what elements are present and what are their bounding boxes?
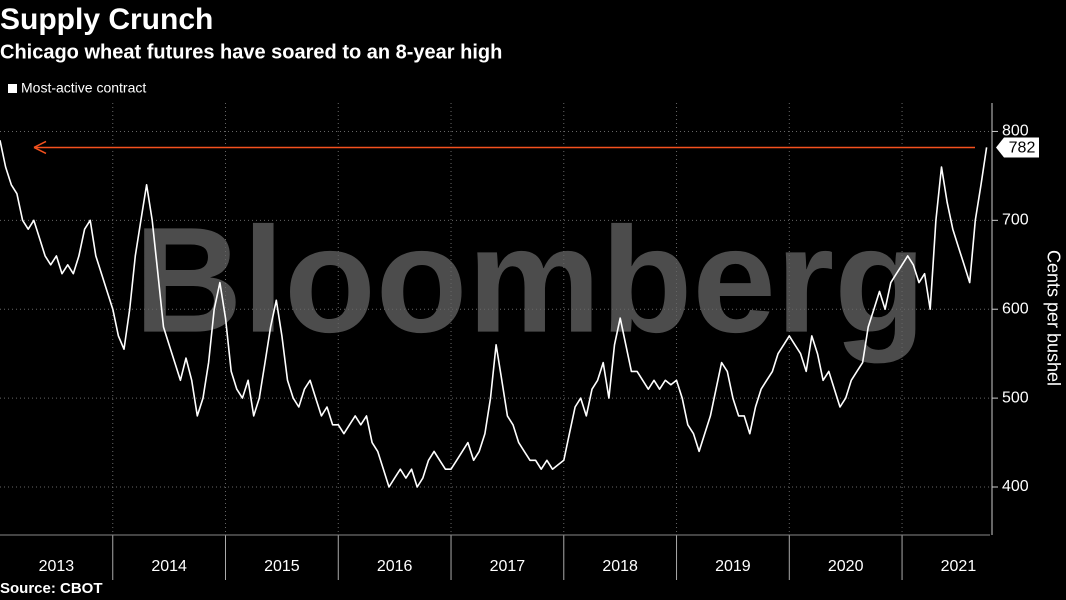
y-axis-label: Cents per bushel	[1043, 250, 1063, 386]
x-tick-label: 2021	[941, 558, 977, 575]
value-tag-label: 782	[1009, 140, 1036, 157]
x-tick-label: 2018	[602, 558, 638, 575]
watermark: Bloomberg	[134, 196, 926, 364]
chart-subtitle: Chicago wheat futures have soared to an …	[0, 41, 502, 63]
x-tick-label: 2019	[715, 558, 751, 575]
x-tick-label: 2016	[377, 558, 413, 575]
reference-arrow	[33, 140, 47, 155]
price-line	[0, 140, 988, 488]
x-tick-label: 2020	[828, 558, 864, 575]
source: Source: CBOT	[0, 580, 103, 597]
y-tick-label: 600	[1002, 300, 1029, 317]
y-tick-label: 500	[1002, 389, 1029, 406]
x-tick-label: 2015	[264, 558, 300, 575]
x-tick-label: 2017	[490, 558, 526, 575]
chart-title: Supply Crunch	[0, 3, 213, 36]
x-tick-label: 2013	[39, 558, 75, 575]
y-tick-label: 700	[1002, 212, 1029, 229]
value-tag	[996, 137, 1039, 158]
legend-swatch	[8, 84, 17, 93]
y-tick-label: 800	[1002, 123, 1029, 140]
x-tick-label: 2014	[151, 558, 187, 575]
legend-label: Most-active contract	[21, 80, 146, 96]
y-tick-label: 400	[1002, 478, 1029, 495]
